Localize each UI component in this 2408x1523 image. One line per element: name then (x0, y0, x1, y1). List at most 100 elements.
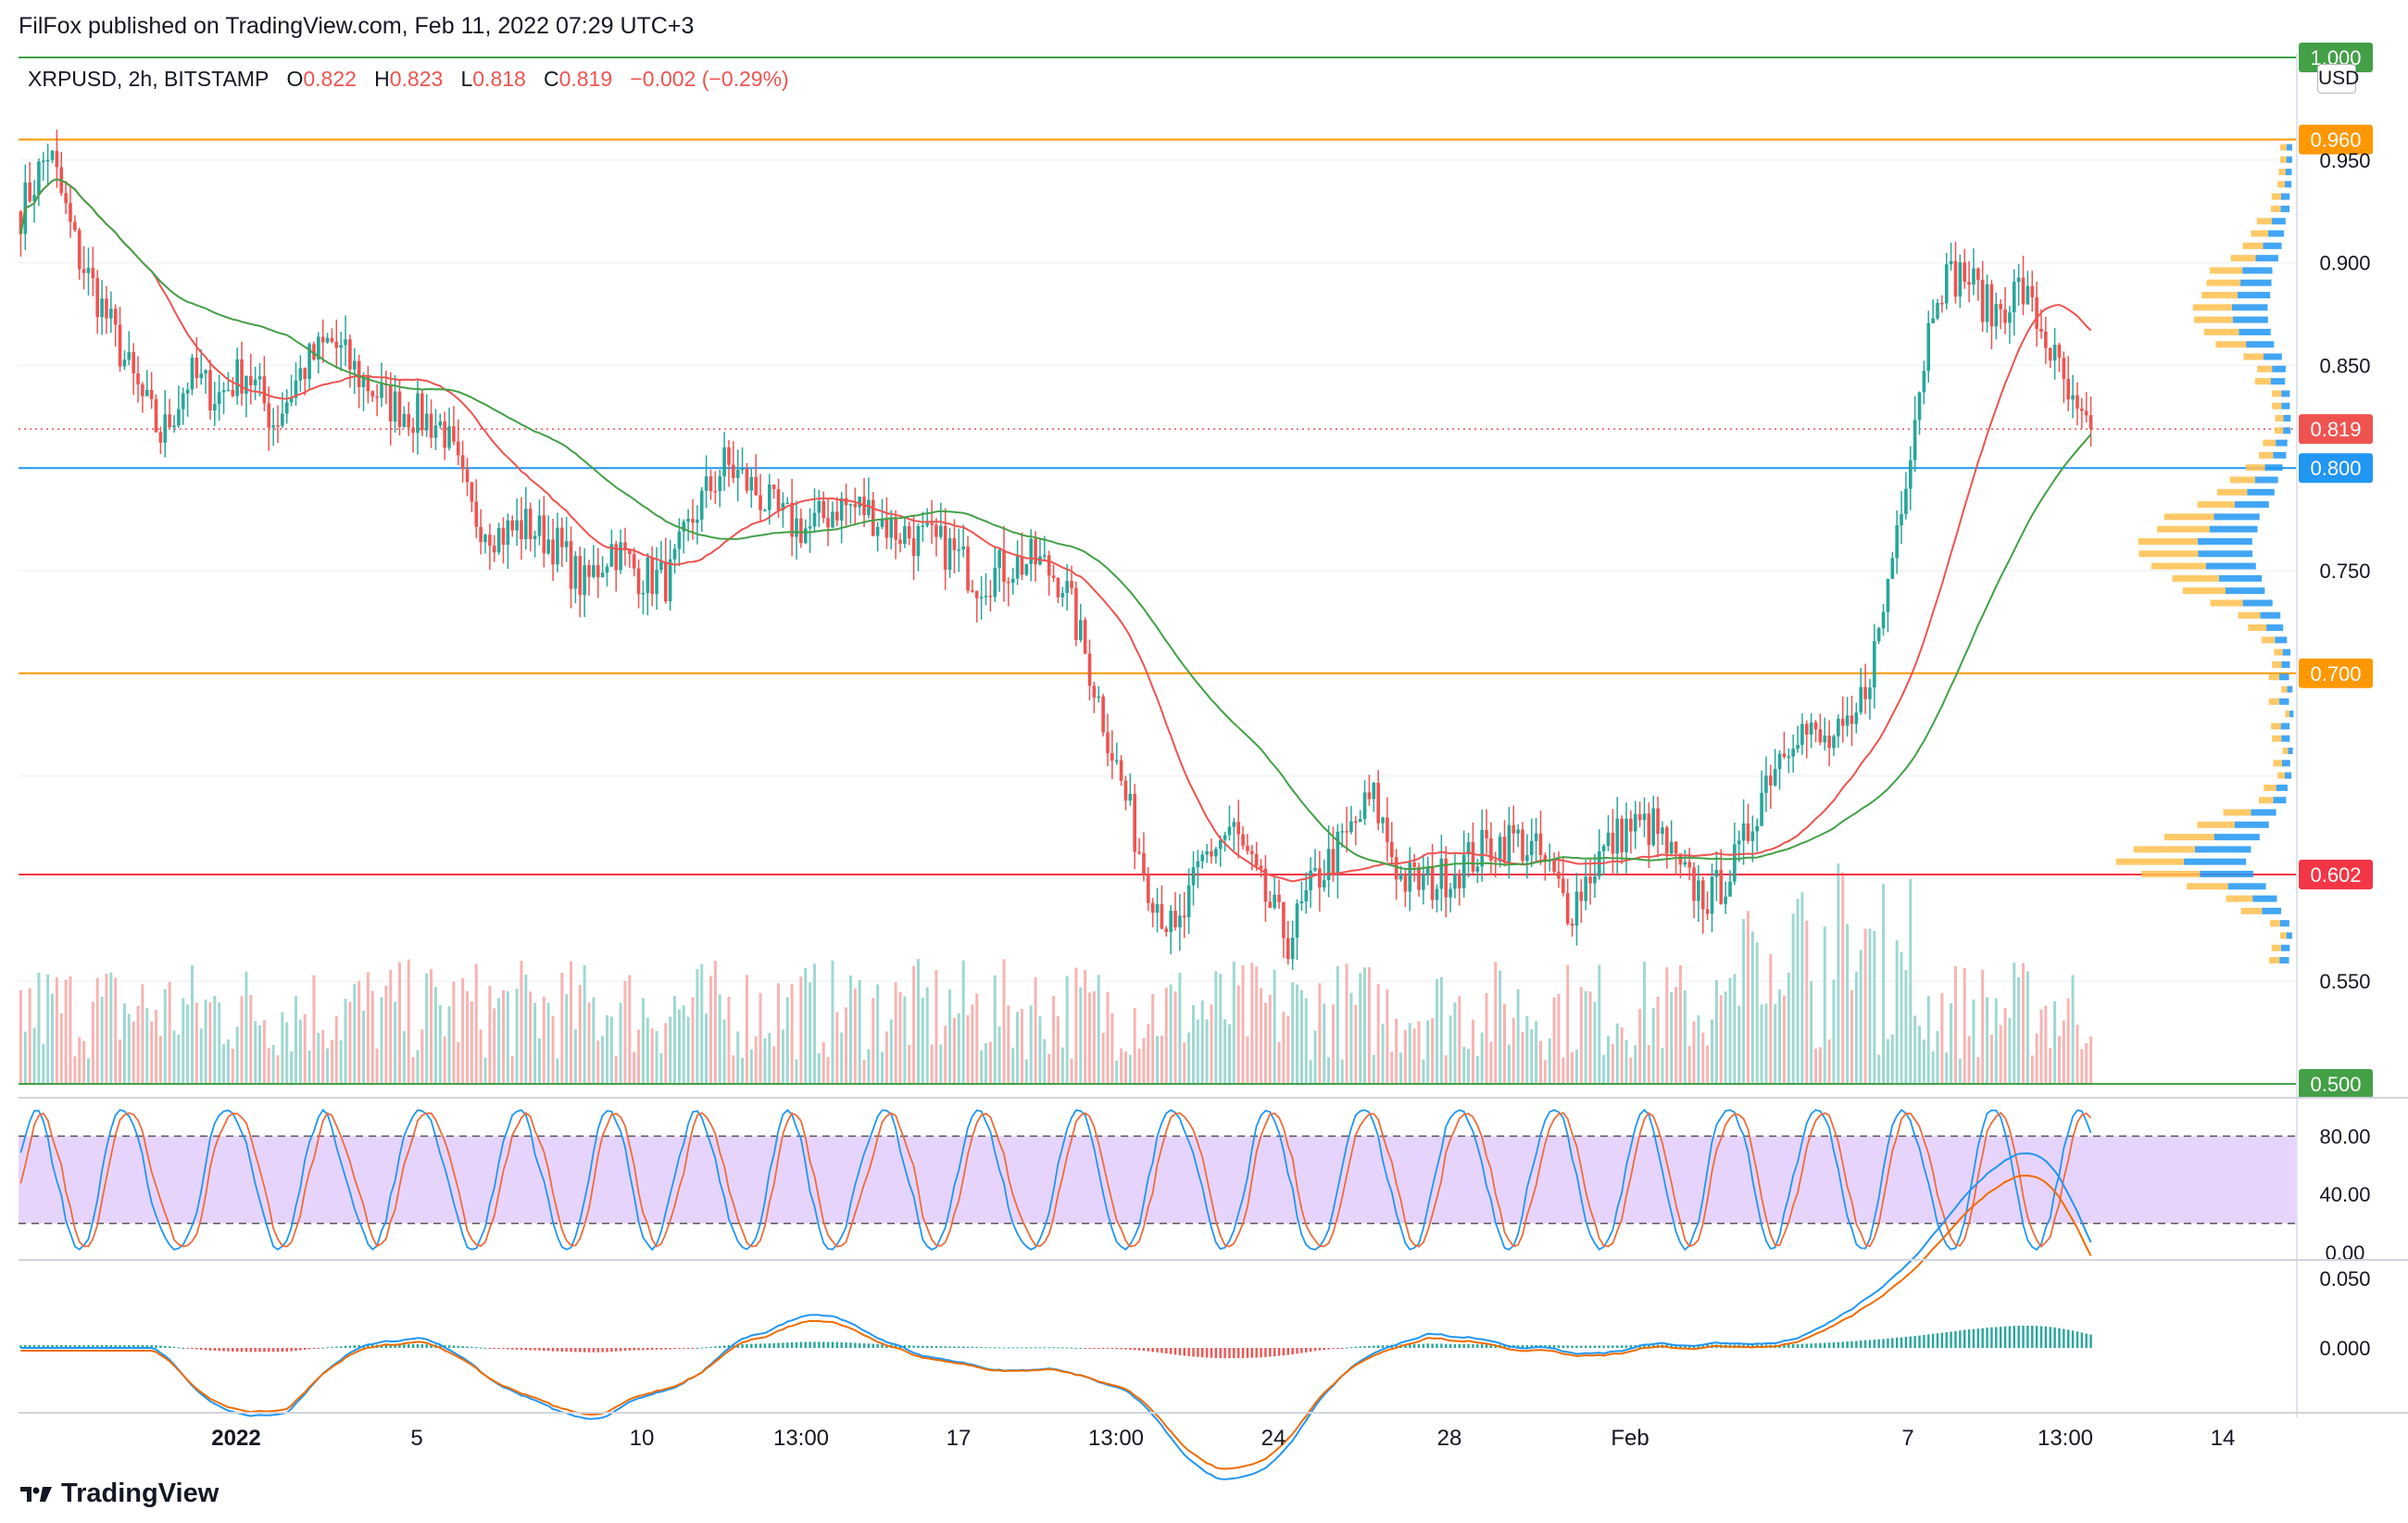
macd-hist-bar (1426, 1343, 1429, 1348)
candle-body (105, 298, 108, 319)
candle-body (456, 441, 460, 456)
candle-body (1683, 862, 1687, 865)
vp-bar-orange (2138, 550, 2199, 558)
vp-bar-blue (2289, 711, 2294, 718)
candle-body (628, 549, 632, 555)
macd-hist-bar (592, 1348, 596, 1353)
candle-body (199, 373, 204, 379)
vp-bar-orange (2242, 242, 2264, 249)
vp-bar-orange (2203, 328, 2239, 335)
candle-body (1859, 686, 1863, 713)
candle-body (1236, 822, 1241, 835)
volume-bar (930, 1044, 934, 1084)
volume-bar (353, 984, 357, 1084)
volume-bar (524, 974, 528, 1084)
macd-hist-bar (795, 1341, 798, 1348)
vp-bar-orange (2279, 156, 2287, 163)
volume-bar (705, 1013, 709, 1084)
volume-bar (2013, 963, 2016, 1084)
candle-body (1895, 525, 1899, 559)
macd-hist-bar (502, 1348, 505, 1350)
macd-hist-bar (150, 1345, 153, 1348)
macd-hist-bar (533, 1348, 536, 1351)
candle-body (559, 527, 564, 548)
symbol-name[interactable]: XRPUSD, 2h, BITSTAMP (28, 67, 270, 91)
volume-bar (659, 1052, 663, 1084)
candle-body (208, 370, 212, 411)
macd-hist-bar (73, 1345, 77, 1348)
candle-body (1034, 538, 1037, 565)
volume-bar (1467, 1049, 1471, 1084)
candle-body (136, 373, 140, 384)
candle-body (1687, 862, 1691, 868)
candle-body (1453, 874, 1457, 889)
volume-bar (1796, 899, 1800, 1084)
volume-bar (1863, 928, 1867, 1084)
close-label: C (544, 67, 559, 91)
macd-hist-bar (1038, 1347, 1042, 1349)
candle-body (1552, 860, 1556, 872)
macd-hist-bar (722, 1345, 726, 1348)
candle-body (320, 336, 325, 343)
vp-bar-blue (2246, 341, 2275, 348)
candle-body (109, 308, 113, 319)
macd-hist-bar (1476, 1344, 1479, 1348)
volume-bar (479, 1029, 483, 1084)
candle-body (1881, 611, 1886, 629)
candle-body (1809, 722, 1813, 735)
volume-bar (809, 982, 812, 1084)
macd-hist-bar (1887, 1338, 1889, 1348)
volume-bar (754, 1036, 758, 1084)
volume-bar (1755, 942, 1759, 1084)
candle-body (1800, 724, 1804, 746)
candle-body (696, 519, 699, 523)
macd-hist-bar (1373, 1345, 1375, 1348)
volume-bar (51, 993, 55, 1084)
volume-bar (1507, 1044, 1511, 1084)
candle-body (1944, 264, 1949, 304)
volume-bar (1106, 991, 1110, 1084)
candle-body (253, 379, 257, 386)
macd-hist-bar (606, 1348, 608, 1353)
candle-body (2044, 332, 2048, 348)
candle-body (1777, 753, 1782, 770)
x-tick-label: 5 (410, 1426, 422, 1451)
macd-hist-bar (948, 1346, 951, 1348)
macd-hist-bar (1986, 1328, 1988, 1348)
candle-body (91, 268, 95, 279)
candle-body (1466, 842, 1471, 855)
volume-bar (1160, 1036, 1163, 1084)
volume-bar (1092, 990, 1096, 1084)
candle-body (19, 211, 23, 234)
volume-bar (633, 1051, 636, 1084)
candle-body (397, 391, 402, 427)
vp-bar-orange (2229, 476, 2255, 484)
vp-bar-blue (2264, 353, 2282, 360)
candle-body (1570, 923, 1574, 926)
volume-bar (718, 994, 721, 1084)
candle-body (1304, 889, 1309, 902)
candle-body (988, 596, 993, 598)
volume-bar (199, 1028, 203, 1084)
macd-hist-bar (32, 1345, 36, 1348)
candle-body (663, 561, 668, 601)
candle-body (754, 476, 758, 496)
volume-bar (1277, 1041, 1281, 1084)
candle-body (1336, 831, 1340, 875)
vp-bar-blue (2268, 230, 2285, 237)
volume-bar (1661, 1048, 1664, 1084)
macd-hist-bar (1219, 1348, 1222, 1359)
candle-body (889, 517, 894, 538)
volume-bar (136, 1005, 140, 1084)
candle-body (312, 344, 316, 360)
candle-body (1331, 849, 1336, 875)
volume-bar (1931, 1051, 1935, 1084)
candle-body (1791, 749, 1795, 757)
vp-bar-blue (2198, 550, 2253, 558)
currency-badge[interactable]: USD (2317, 64, 2359, 94)
candle-body (641, 593, 646, 595)
macd-hist-bar (1021, 1347, 1023, 1349)
macd-hist-bar (1237, 1348, 1240, 1359)
